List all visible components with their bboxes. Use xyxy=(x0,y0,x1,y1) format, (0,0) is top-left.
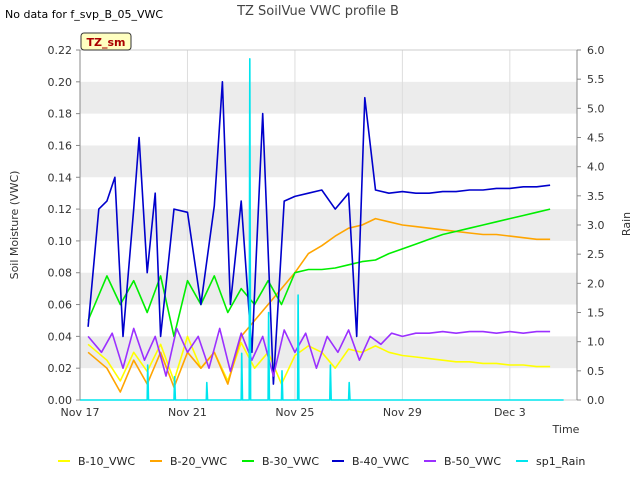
y-tick-label: 0.04 xyxy=(48,330,73,343)
grid-band xyxy=(80,272,577,305)
y-tick-label: 0.20 xyxy=(48,76,73,89)
series-line-b-50-vwc xyxy=(87,327,551,377)
legend-label: B-50_VWC xyxy=(444,455,501,468)
legend-label: B-20_VWC xyxy=(170,455,227,468)
y2-tick-label: 5.5 xyxy=(587,73,605,86)
y2-tick-label: 0.0 xyxy=(587,394,605,407)
y-tick-label: 0.18 xyxy=(48,108,73,121)
y-tick-label: 0.16 xyxy=(48,139,73,152)
y2-tick-label: 4.0 xyxy=(587,161,605,174)
y2-tick-label: 3.5 xyxy=(587,190,605,203)
y-axis-label: Soil Moisture (VWC) xyxy=(8,171,21,280)
left-axis-ticks: 0.00 0.02 0.04 0.06 0.08 0.10 0.12 0.14 0.16 0.18… xyxy=(48,44,80,407)
grid-band xyxy=(80,209,577,241)
legend-label: B-30_VWC xyxy=(262,455,319,468)
y-tick-label: 0.14 xyxy=(48,171,73,184)
y-tick-label: 0.12 xyxy=(48,203,73,216)
x-axis-label: Time xyxy=(552,423,580,436)
y-tick-label: 0.22 xyxy=(48,44,73,57)
legend: B-10_VWC B-20_VWC B-30_VWC B-40_VWC B-50_VWC… xyxy=(58,455,585,468)
y2-tick-label: 2.0 xyxy=(587,277,605,290)
y2-tick-label: 6.0 xyxy=(587,44,605,57)
grid-band xyxy=(80,145,577,178)
y-tick-label: 0.08 xyxy=(48,267,73,280)
y-tick-label: 0.02 xyxy=(48,362,73,375)
station-badge-text: TZ_sm xyxy=(87,36,126,49)
right-axis-ticks: 0.0 0.5 1.0 1.5 2.0 2.5 3.0 3.5 4.0 4.5 5.0 5.5 6.0 xyxy=(577,44,605,407)
legend-label: sp1_Rain xyxy=(536,455,585,468)
y-tick-label: 0.10 xyxy=(48,235,73,248)
series-line-b-40-vwc xyxy=(87,81,551,385)
legend-label: B-40_VWC xyxy=(352,455,409,468)
no-data-note: No data for f_svp_B_05_VWC xyxy=(5,8,163,21)
y-tick-label: 0.00 xyxy=(48,394,73,407)
y2-tick-label: 1.0 xyxy=(587,336,605,349)
series-line-sp1-rain xyxy=(80,57,564,401)
x-tick-label: Nov 29 xyxy=(383,406,422,419)
x-tick-label: Nov 17 xyxy=(61,406,100,419)
series-line-b-20-vwc xyxy=(87,217,551,393)
y2-tick-label: 2.5 xyxy=(587,248,605,261)
legend-label: B-10_VWC xyxy=(78,455,135,468)
y2-axis-label: Rain xyxy=(620,212,633,236)
x-tick-label: Nov 25 xyxy=(275,406,314,419)
y2-tick-label: 3.0 xyxy=(587,219,605,232)
chart-title: TZ SoilVue VWC profile B xyxy=(236,4,399,19)
y2-tick-label: 4.5 xyxy=(587,132,605,145)
station-badge-box xyxy=(80,32,132,51)
y-tick-label: 0.06 xyxy=(48,299,73,312)
station-badge: TZ_sm xyxy=(80,32,132,51)
series-line-b-30-vwc xyxy=(87,208,551,338)
y2-tick-label: 0.5 xyxy=(587,365,605,378)
y2-tick-label: 5.0 xyxy=(587,102,605,115)
series-layer xyxy=(80,57,564,401)
x-tick-label: Dec 3 xyxy=(494,406,526,419)
y2-tick-label: 1.5 xyxy=(587,307,605,320)
grid-band xyxy=(80,81,577,114)
x-axis-ticks: Nov 17 Nov 21 Nov 25 Nov 29 Dec 3 xyxy=(61,406,526,419)
x-tick-label: Nov 21 xyxy=(168,406,207,419)
background-bands xyxy=(80,81,577,369)
